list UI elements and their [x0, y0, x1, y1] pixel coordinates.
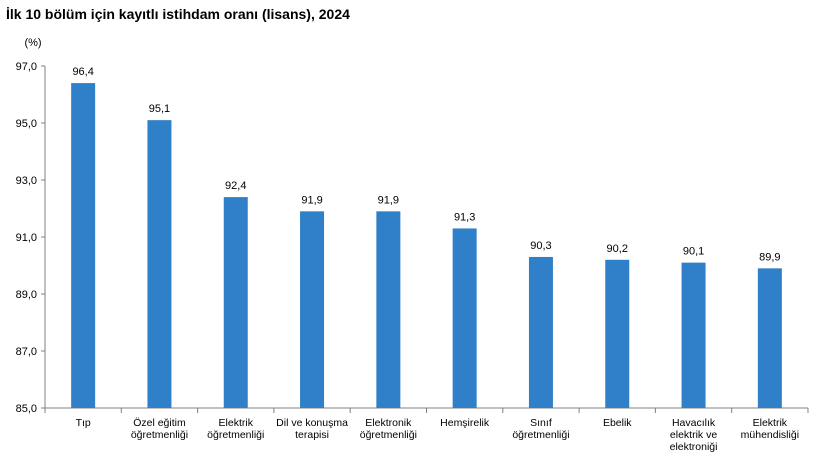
- bar-value-label: 90,1: [683, 246, 704, 258]
- x-category-label: Hemşirelik: [440, 417, 490, 429]
- y-tick-label: 91,0: [16, 232, 37, 244]
- x-category-label: Dil ve konuşma: [276, 417, 348, 429]
- x-category-label: elektrik ve: [670, 429, 717, 441]
- bar: [223, 197, 248, 408]
- bar: [376, 211, 401, 408]
- bar-value-label: 95,1: [149, 103, 170, 115]
- bar-value-label: 92,4: [225, 180, 246, 192]
- bar-value-label: 90,2: [607, 243, 628, 255]
- x-category-label: Özel eğitim: [133, 417, 186, 429]
- chart-title: İlk 10 bölüm için kayıtlı istihdam oranı…: [6, 6, 350, 22]
- y-tick-label: 89,0: [16, 289, 37, 301]
- bar: [147, 120, 172, 409]
- bar: [605, 259, 630, 408]
- bar-value-label: 96,4: [72, 66, 93, 78]
- x-category-label: terapisi: [295, 429, 329, 441]
- bar: [71, 83, 96, 408]
- bar-value-label: 89,9: [759, 251, 780, 263]
- bar-value-label: 90,3: [530, 240, 551, 252]
- x-category-label: mühendisliği: [741, 429, 799, 441]
- y-axis-unit-label: (%): [24, 37, 41, 49]
- bar-value-label: 91,9: [378, 194, 399, 206]
- y-tick-label: 93,0: [16, 175, 37, 187]
- x-category-label: Ebelik: [603, 417, 632, 429]
- x-category-label: Elektrik: [753, 417, 788, 429]
- bar: [452, 228, 477, 408]
- x-category-label: öğretmenliği: [512, 429, 569, 441]
- x-category-label: Elektronik: [365, 417, 412, 429]
- bar: [681, 262, 706, 408]
- x-category-label: öğretmenliği: [131, 429, 188, 441]
- bar: [300, 211, 325, 408]
- y-tick-label: 87,0: [16, 346, 37, 358]
- x-category-label: Sınıf: [530, 417, 552, 429]
- x-category-label: elektroniği: [670, 441, 718, 453]
- y-tick-label: 85,0: [16, 403, 37, 415]
- bar: [757, 268, 782, 408]
- bar-value-label: 91,3: [454, 211, 475, 223]
- x-category-label: Elektrik: [219, 417, 254, 429]
- x-category-label: öğretmenliği: [207, 429, 264, 441]
- bar: [528, 256, 553, 408]
- x-category-label: öğretmenliği: [360, 429, 417, 441]
- x-category-label: Tıp: [76, 417, 91, 429]
- y-tick-label: 95,0: [16, 118, 37, 130]
- y-tick-label: 97,0: [16, 61, 37, 73]
- x-category-label: Havacılık: [672, 417, 716, 429]
- bar-value-label: 91,9: [301, 194, 322, 206]
